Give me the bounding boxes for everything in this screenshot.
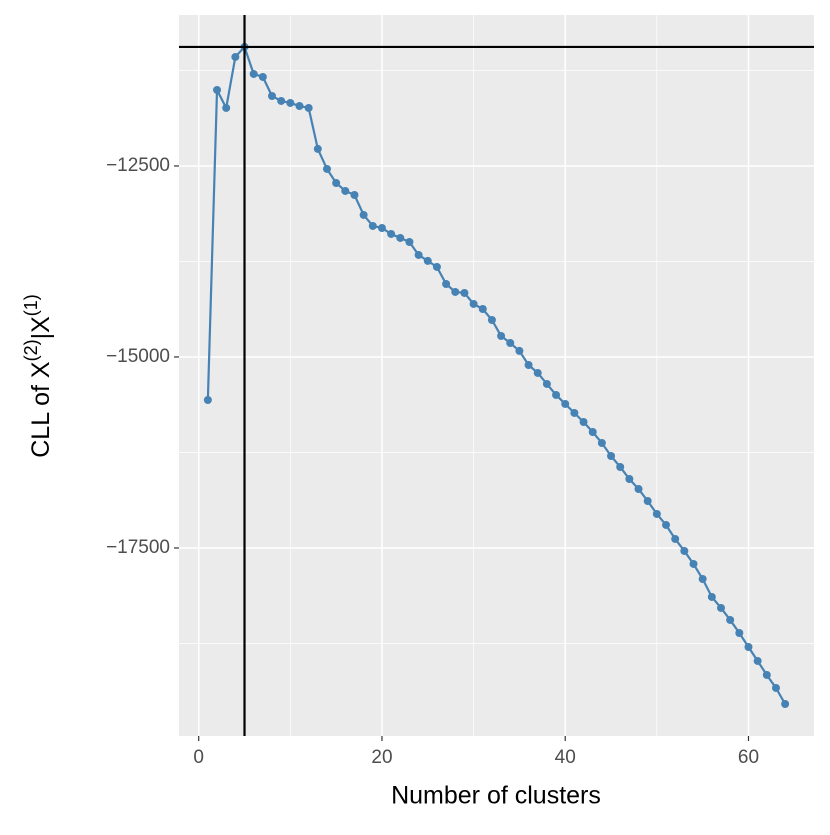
point	[597, 439, 606, 448]
plot-panel	[179, 15, 814, 736]
y-axis-title: CLL of X(2)|X(1)	[21, 294, 55, 458]
point	[460, 288, 469, 297]
point	[341, 186, 350, 195]
x-tick-label: 0	[193, 747, 204, 768]
x-axis-title: Number of clusters	[391, 782, 601, 810]
point	[295, 101, 304, 110]
point	[405, 237, 414, 246]
point	[643, 496, 652, 505]
point	[322, 164, 331, 173]
point	[735, 629, 744, 638]
point	[726, 615, 735, 624]
point	[753, 656, 762, 665]
point	[359, 210, 368, 219]
point	[304, 103, 313, 112]
point	[744, 642, 753, 651]
point	[561, 399, 570, 408]
point	[313, 144, 322, 153]
point	[552, 390, 561, 399]
point	[350, 191, 359, 200]
point	[277, 96, 286, 105]
y-axis-title-part: |X	[27, 316, 55, 339]
point	[570, 408, 579, 417]
point	[781, 699, 790, 708]
point	[387, 229, 396, 238]
point	[652, 509, 661, 518]
point	[634, 484, 643, 493]
point	[469, 299, 478, 308]
point	[442, 280, 451, 289]
point	[268, 91, 277, 100]
point	[332, 179, 341, 188]
y-tick-label: −12500	[106, 155, 170, 176]
x-tick-label: 20	[371, 747, 392, 768]
point	[533, 368, 542, 377]
point	[671, 534, 680, 543]
point	[579, 417, 588, 426]
point	[707, 592, 716, 601]
point	[414, 250, 423, 259]
x-tick-label: 60	[738, 747, 759, 768]
point	[222, 103, 231, 112]
y-tick-label: −17500	[106, 537, 170, 558]
y-axis-title-part: (1)	[21, 294, 41, 316]
point	[497, 331, 506, 340]
point	[451, 287, 460, 296]
point	[506, 338, 515, 347]
point	[213, 85, 222, 94]
y-axis-title-part: CLL of X	[27, 361, 55, 458]
y-tick-label: −15000	[106, 346, 170, 367]
point	[432, 262, 441, 271]
point	[286, 98, 295, 107]
point	[762, 670, 771, 679]
line	[206, 44, 787, 705]
point	[771, 683, 780, 692]
point	[515, 346, 524, 355]
point	[258, 72, 267, 81]
point	[423, 256, 432, 265]
point	[588, 427, 597, 436]
x-tick-label: 40	[555, 747, 576, 768]
point	[689, 559, 698, 568]
point	[662, 520, 671, 529]
point	[616, 462, 625, 471]
point	[524, 360, 533, 369]
point	[487, 315, 496, 324]
point	[625, 474, 634, 483]
point	[231, 52, 240, 61]
point	[368, 221, 377, 230]
point	[698, 574, 707, 583]
point	[478, 304, 487, 313]
point	[249, 69, 258, 78]
point	[716, 603, 725, 612]
point	[607, 451, 616, 460]
point	[203, 395, 212, 404]
point	[542, 379, 551, 388]
point	[396, 233, 405, 242]
y-axis-title-part: (2)	[21, 339, 41, 361]
point	[680, 546, 689, 555]
point	[377, 224, 386, 233]
